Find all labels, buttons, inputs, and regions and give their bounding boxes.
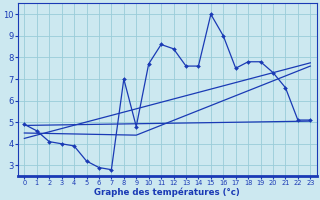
X-axis label: Graphe des températures (°c): Graphe des températures (°c) — [94, 187, 240, 197]
